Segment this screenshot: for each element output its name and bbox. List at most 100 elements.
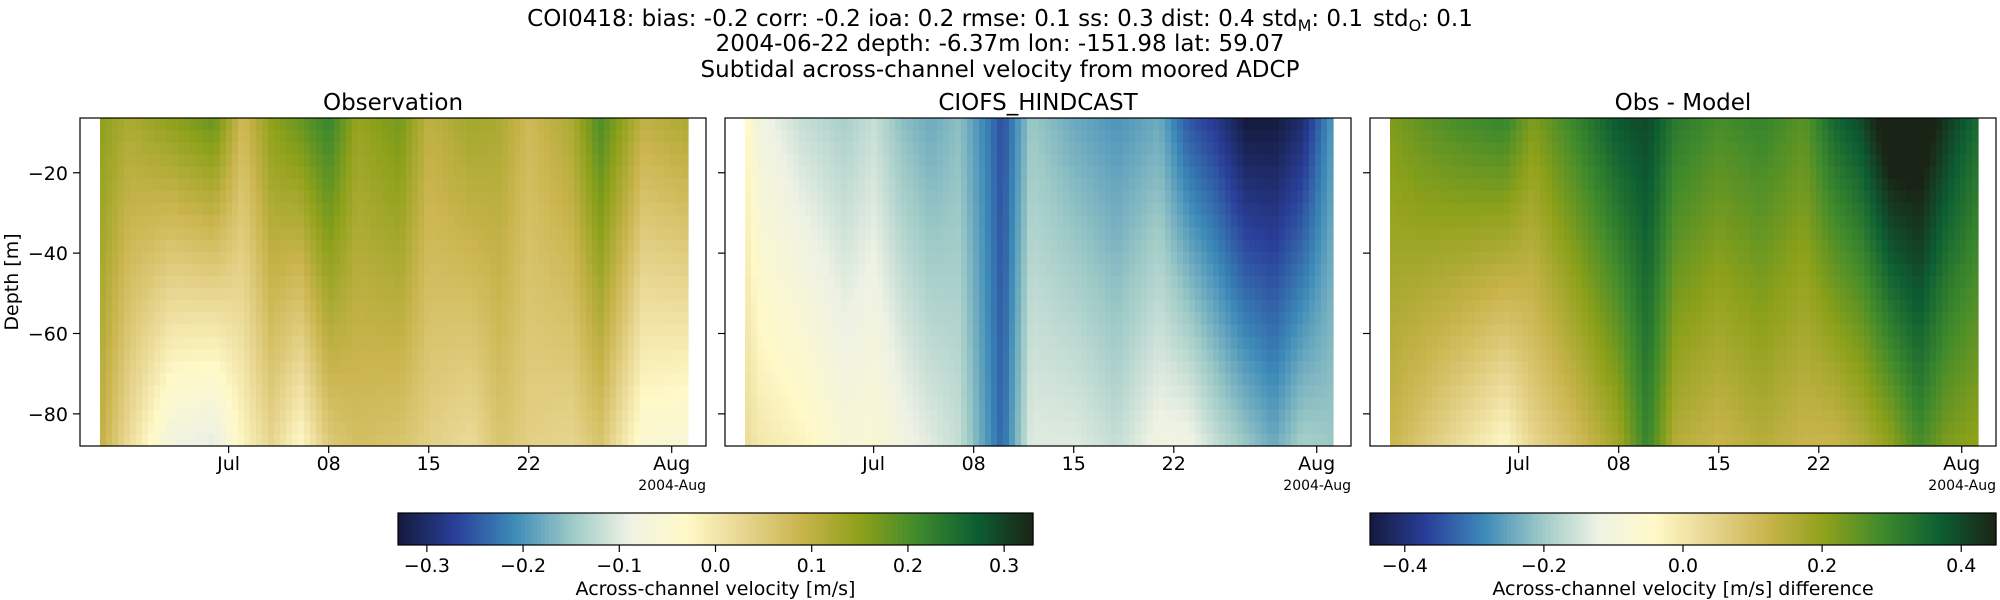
heatmap-cell [913, 409, 920, 423]
heatmap-cell [310, 215, 317, 228]
heatmap-cell [256, 239, 263, 253]
heatmap-cell [1195, 373, 1202, 386]
heatmap-cell [1171, 203, 1178, 216]
heatmap-cell [1249, 251, 1256, 265]
heatmap-cell [1213, 409, 1220, 423]
heatmap-cell [1201, 130, 1208, 143]
heatmap-cell [811, 178, 818, 192]
heatmap-cell [280, 142, 287, 156]
heatmap-cell [454, 300, 461, 313]
heatmap-cell [160, 178, 167, 192]
heatmap-cell [1081, 360, 1088, 374]
heatmap-cell [1177, 130, 1184, 143]
heatmap-cell [538, 300, 545, 313]
heatmap-cell [676, 324, 683, 338]
heatmap-cell [799, 239, 806, 253]
heatmap-cell [628, 263, 635, 277]
heatmap-cell [1159, 275, 1166, 289]
heatmap-cell [304, 263, 311, 277]
heatmap-cell [1135, 118, 1142, 131]
x-tick-label: 15 [417, 453, 441, 475]
heatmap-cell [262, 251, 269, 265]
heatmap-cell [877, 397, 884, 411]
heatmap-cell [118, 360, 125, 374]
heatmap-cell [400, 421, 407, 435]
heatmap-cell [100, 409, 107, 423]
heatmap-cell [1243, 421, 1250, 435]
heatmap-cell [949, 421, 956, 435]
heatmap-cell [670, 324, 677, 338]
heatmap-cell [496, 360, 503, 374]
heatmap-cell [949, 215, 956, 228]
heatmap-cell [805, 324, 812, 338]
heatmap-cell [526, 360, 533, 374]
heatmap-cell [250, 433, 257, 447]
heatmap-cell [817, 130, 824, 143]
heatmap-cell [847, 166, 854, 180]
heatmap-cell [889, 142, 896, 156]
heatmap-cell [1015, 178, 1022, 192]
heatmap-cell [376, 300, 383, 313]
heatmap-cell [1045, 154, 1052, 168]
heatmap-cell [376, 288, 383, 301]
heatmap-cell [406, 421, 413, 435]
heatmap-cell [406, 251, 413, 265]
heatmap-cell [1033, 118, 1040, 131]
heatmap-cell [925, 154, 932, 168]
heatmap-cell [490, 154, 497, 168]
heatmap-cell [895, 251, 902, 265]
heatmap-cell [871, 288, 878, 301]
heatmap-cell [208, 385, 215, 399]
heatmap-cell [1147, 275, 1154, 289]
heatmap-cell [745, 215, 752, 228]
heatmap-cell [472, 215, 479, 228]
heatmap-cell [484, 239, 491, 253]
heatmap-cell [472, 263, 479, 277]
heatmap-cell [835, 409, 842, 423]
heatmap-cell [1225, 142, 1232, 156]
heatmap-cell [508, 215, 515, 228]
heatmap-cell [550, 203, 557, 216]
heatmap-cell [1243, 154, 1250, 168]
heatmap-cell [682, 263, 689, 277]
heatmap-cell [580, 373, 587, 386]
heatmap-cell [244, 227, 251, 241]
heatmap-cell [1087, 203, 1094, 216]
heatmap-cell [907, 190, 914, 204]
heatmap-cell [520, 275, 527, 289]
heatmap-cell [1177, 348, 1184, 362]
heatmap-cell [883, 324, 890, 338]
heatmap-cell [634, 360, 641, 374]
heatmap-cell [877, 154, 884, 168]
heatmap-cell [1195, 154, 1202, 168]
heatmap-cell [322, 215, 329, 228]
heatmap-cell [148, 324, 155, 338]
heatmap-cell [442, 190, 449, 204]
heatmap-cell [460, 227, 467, 241]
heatmap-cell [1207, 239, 1214, 253]
heatmap-cell [1009, 300, 1016, 313]
heatmap-cell [472, 433, 479, 447]
heatmap-cell [1063, 312, 1070, 326]
heatmap-cell [310, 118, 317, 131]
heatmap-cell [262, 336, 269, 350]
heatmap-cell [1159, 288, 1166, 301]
heatmap-cell [652, 178, 659, 192]
heatmap-cell [769, 300, 776, 313]
heatmap-cell [1105, 130, 1112, 143]
heatmap-cell [268, 215, 275, 228]
heatmap-cell [550, 215, 557, 228]
heatmap-cell [751, 239, 758, 253]
heatmap-cell [763, 360, 770, 374]
heatmap-cell [1069, 385, 1076, 399]
heatmap-cell [1057, 178, 1064, 192]
heatmap-cell [1027, 178, 1034, 192]
heatmap-cell [538, 130, 545, 143]
heatmap-cell [937, 288, 944, 301]
heatmap-cell [682, 130, 689, 143]
heatmap-cell [1015, 421, 1022, 435]
heatmap-cell [1207, 385, 1214, 399]
heatmap-cell [340, 190, 347, 204]
heatmap-cell [1225, 275, 1232, 289]
heatmap-cell [652, 227, 659, 241]
